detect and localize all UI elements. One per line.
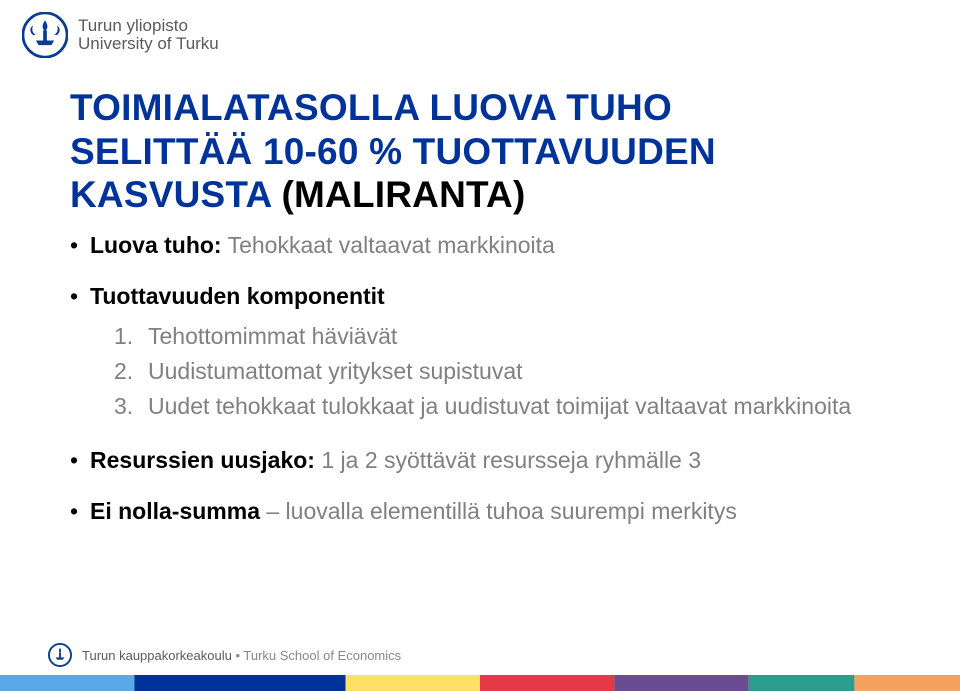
title-line1: TOIMIALATASOLLA LUOVA TUHO — [70, 87, 672, 128]
bullet-1-label: Luova tuho: — [90, 232, 222, 258]
university-torch-icon — [22, 12, 68, 58]
bullet-1-text: Luova tuho: Tehokkaat valtaavat markkino… — [90, 229, 555, 262]
bullet-3-label: Resurssien uusjako: — [90, 447, 315, 473]
body-text: • Luova tuho: Tehokkaat valtaavat markki… — [70, 229, 910, 528]
bullet-3: • Resurssien uusjako: 1 ja 2 syöttävät r… — [70, 444, 910, 477]
title-line3-paren: (MALIRANTA) — [281, 174, 525, 215]
bullet-4-rest: – luovalla elementillä tuhoa suurempi me… — [260, 498, 737, 524]
bullet-dot-icon: • — [70, 229, 90, 262]
bullet-2-text: Tuottavuuden komponentit — [90, 280, 385, 313]
list-number: 1. — [114, 320, 148, 353]
title-line2: SELITTÄÄ 10-60 % TUOTTAVUUDEN — [70, 131, 716, 172]
bullet-dot-icon: • — [70, 280, 90, 313]
list-item: 1. Tehottomimmat häviävät — [114, 320, 910, 353]
list-text-2: Uudistumattomat yritykset supistuvat — [148, 355, 523, 388]
bullet-dot-icon: • — [70, 495, 90, 528]
bullet-4-text: Ei nolla-summa – luovalla elementillä tu… — [90, 495, 737, 528]
bullet-dot-icon: • — [70, 444, 90, 477]
list-text-3: Uudet tehokkaat tulokkaat ja uudistuvat … — [148, 390, 851, 423]
bullet-1: • Luova tuho: Tehokkaat valtaavat markki… — [70, 229, 910, 262]
footer-logo-row: Turun kauppakorkeakoulu • Turku School o… — [48, 643, 401, 667]
bullet-1-rest: Tehokkaat valtaavat markkinoita — [222, 232, 555, 258]
list-number: 2. — [114, 355, 148, 388]
bullet-3-text: Resurssien uusjako: 1 ja 2 syöttävät res… — [90, 444, 701, 477]
bullet-3-rest: 1 ja 2 syöttävät resursseja ryhmälle 3 — [315, 447, 701, 473]
footer-text: Turun kauppakorkeakoulu • Turku School o… — [82, 648, 401, 663]
university-name-en: University of Turku — [78, 35, 219, 53]
title-line3-pre: KASVUSTA — [70, 174, 281, 215]
header-logo: Turun yliopisto University of Turku — [22, 12, 219, 58]
university-name-fi: Turun yliopisto — [78, 17, 219, 35]
list-number: 3. — [114, 390, 148, 423]
university-torch-icon — [48, 643, 72, 667]
footer-color-bar — [0, 675, 960, 691]
numbered-list: 1. Tehottomimmat häviävät 2. Uudistumatt… — [114, 320, 910, 424]
footer-sep: • — [232, 648, 244, 663]
footer-light: Turku School of Economics — [243, 648, 401, 663]
bullet-4: • Ei nolla-summa – luovalla elementillä … — [70, 495, 910, 528]
footer: Turun kauppakorkeakoulu • Turku School o… — [0, 625, 960, 691]
university-name: Turun yliopisto University of Turku — [78, 17, 219, 53]
list-item: 3. Uudet tehokkaat tulokkaat ja uudistuv… — [114, 390, 910, 423]
slide-title: TOIMIALATASOLLA LUOVA TUHO SELITTÄÄ 10-6… — [70, 86, 910, 217]
list-text-1: Tehottomimmat häviävät — [148, 320, 397, 353]
list-item: 2. Uudistumattomat yritykset supistuvat — [114, 355, 910, 388]
bullet-4-label: Ei nolla-summa — [90, 498, 260, 524]
bullet-2: • Tuottavuuden komponentit — [70, 280, 910, 313]
slide-content: TOIMIALATASOLLA LUOVA TUHO SELITTÄÄ 10-6… — [70, 86, 910, 534]
footer-bold: Turun kauppakorkeakoulu — [82, 648, 232, 663]
